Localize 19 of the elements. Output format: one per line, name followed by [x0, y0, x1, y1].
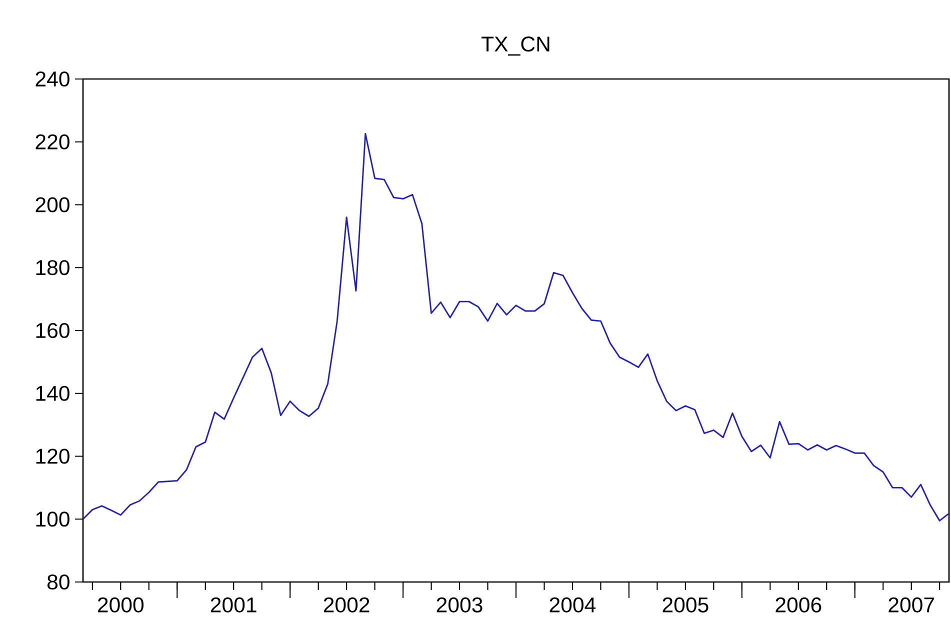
y-tick-label: 80 [47, 574, 70, 590]
y-tick-label: 200 [36, 197, 70, 212]
y-tick-label: 240 [36, 71, 70, 87]
x-tick-label: 2003 [436, 597, 482, 612]
y-tick-label: 100 [36, 512, 70, 527]
line-series [83, 132, 950, 522]
y-tick-label: 120 [36, 448, 70, 464]
y-tick-label: 220 [36, 134, 70, 150]
y-tick-label: 160 [36, 322, 70, 338]
x-tick-label: 2000 [98, 597, 144, 612]
x-tick-label: 2004 [550, 597, 596, 612]
x-tick-label: 2007 [888, 597, 934, 612]
y-tick-label: 180 [36, 260, 70, 276]
x-tick-label: 2005 [662, 597, 708, 612]
x-tick-label: 2001 [210, 597, 256, 612]
y-tick-label: 140 [36, 386, 70, 401]
chart-title: TX_CN [482, 36, 550, 56]
x-tick-label: 2006 [776, 597, 822, 612]
x-tick-label: 2002 [324, 597, 370, 612]
